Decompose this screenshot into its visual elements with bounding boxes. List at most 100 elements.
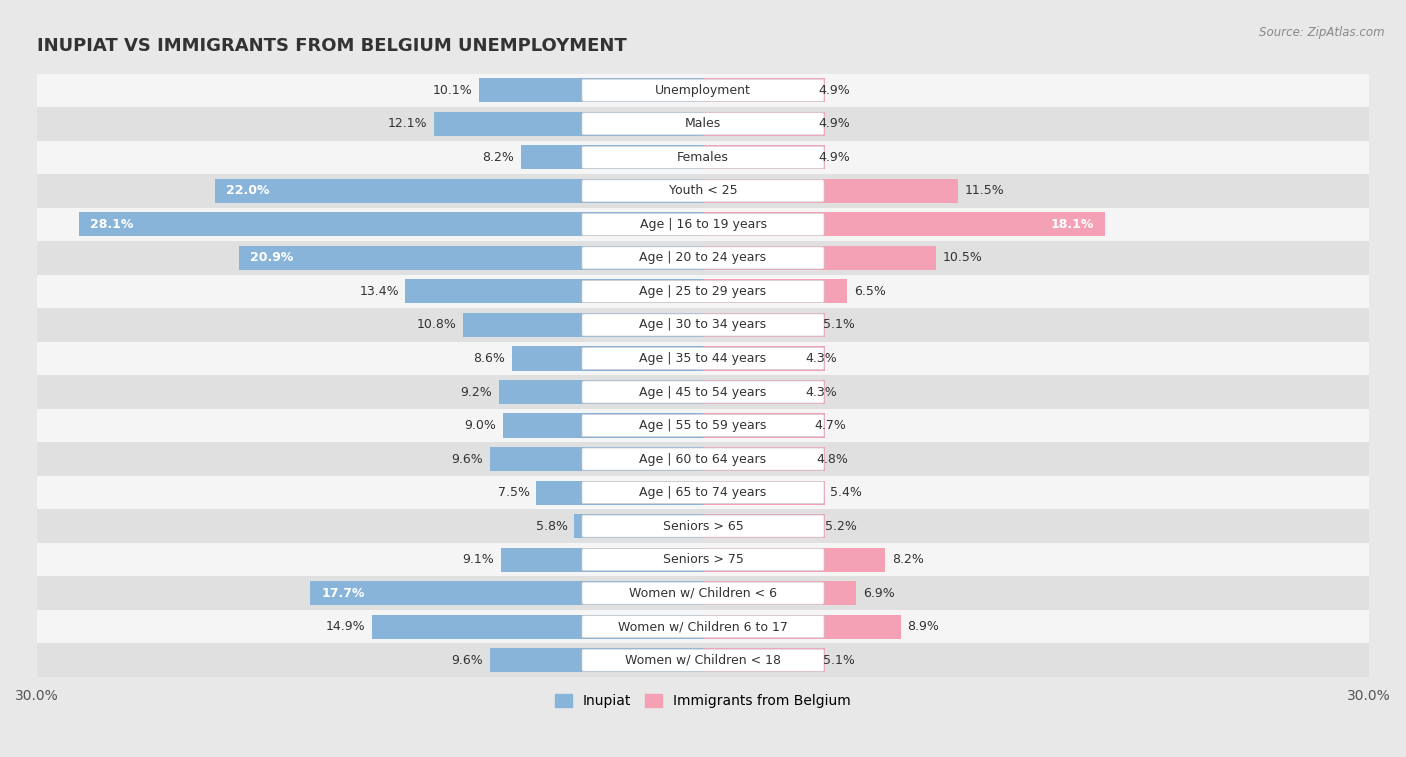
Bar <box>581 145 703 170</box>
Text: Age | 30 to 34 years: Age | 30 to 34 years <box>640 319 766 332</box>
Bar <box>37 409 1369 442</box>
Bar <box>512 347 581 370</box>
Text: Source: ZipAtlas.com: Source: ZipAtlas.com <box>1260 26 1385 39</box>
Text: 4.9%: 4.9% <box>818 151 851 164</box>
FancyBboxPatch shape <box>582 79 824 101</box>
FancyBboxPatch shape <box>582 179 824 202</box>
Bar <box>825 581 856 606</box>
Text: 10.5%: 10.5% <box>943 251 983 264</box>
Bar <box>703 78 825 102</box>
Text: 6.9%: 6.9% <box>863 587 894 600</box>
Text: Age | 65 to 74 years: Age | 65 to 74 years <box>640 486 766 499</box>
Bar <box>503 413 581 438</box>
FancyBboxPatch shape <box>582 615 824 637</box>
Text: Females: Females <box>678 151 728 164</box>
Bar <box>581 547 703 572</box>
Bar <box>37 442 1369 476</box>
Text: 5.4%: 5.4% <box>830 486 862 499</box>
Bar <box>581 313 703 337</box>
Bar <box>373 615 581 639</box>
FancyBboxPatch shape <box>582 582 824 604</box>
FancyBboxPatch shape <box>582 448 824 470</box>
Bar <box>537 481 581 505</box>
Text: Age | 55 to 59 years: Age | 55 to 59 years <box>640 419 766 432</box>
Bar <box>703 380 825 404</box>
Text: 9.0%: 9.0% <box>464 419 496 432</box>
Bar <box>37 509 1369 543</box>
Text: 14.9%: 14.9% <box>326 620 366 633</box>
Bar <box>499 380 581 404</box>
Text: 9.1%: 9.1% <box>463 553 495 566</box>
Text: Males: Males <box>685 117 721 130</box>
Bar <box>825 212 1105 236</box>
FancyBboxPatch shape <box>582 314 824 336</box>
Bar <box>581 648 703 672</box>
Legend: Inupiat, Immigrants from Belgium: Inupiat, Immigrants from Belgium <box>550 689 856 714</box>
Text: Women w/ Children 6 to 17: Women w/ Children 6 to 17 <box>619 620 787 633</box>
Bar <box>703 514 825 538</box>
Bar <box>37 341 1369 375</box>
Bar <box>434 112 581 136</box>
Text: 20.9%: 20.9% <box>250 251 294 264</box>
Text: 9.2%: 9.2% <box>460 385 492 398</box>
Bar <box>581 179 703 203</box>
Text: INUPIAT VS IMMIGRANTS FROM BELGIUM UNEMPLOYMENT: INUPIAT VS IMMIGRANTS FROM BELGIUM UNEMP… <box>37 37 627 55</box>
Text: Age | 20 to 24 years: Age | 20 to 24 years <box>640 251 766 264</box>
FancyBboxPatch shape <box>582 381 824 403</box>
Text: 10.1%: 10.1% <box>432 84 472 97</box>
Bar <box>581 413 703 438</box>
Bar <box>215 179 581 203</box>
Bar <box>478 78 581 102</box>
Bar <box>37 275 1369 308</box>
FancyBboxPatch shape <box>582 213 824 235</box>
FancyBboxPatch shape <box>582 113 824 135</box>
Text: 4.8%: 4.8% <box>817 453 848 466</box>
Bar <box>703 648 825 672</box>
Text: 4.3%: 4.3% <box>806 352 837 365</box>
Bar <box>703 547 825 572</box>
Text: 12.1%: 12.1% <box>388 117 427 130</box>
Bar <box>37 576 1369 610</box>
FancyBboxPatch shape <box>582 146 824 168</box>
Bar <box>574 514 581 538</box>
FancyBboxPatch shape <box>582 481 824 503</box>
Text: 4.7%: 4.7% <box>814 419 846 432</box>
Text: 7.5%: 7.5% <box>498 486 530 499</box>
Bar <box>703 581 825 606</box>
Bar <box>37 375 1369 409</box>
Bar <box>37 610 1369 643</box>
Bar <box>489 447 581 471</box>
Bar <box>825 615 901 639</box>
Text: 5.1%: 5.1% <box>823 319 855 332</box>
Bar <box>581 514 703 538</box>
Bar <box>489 648 581 672</box>
Text: 6.5%: 6.5% <box>853 285 886 298</box>
Bar <box>703 481 825 505</box>
Bar <box>37 308 1369 341</box>
Text: 17.7%: 17.7% <box>321 587 364 600</box>
Text: 9.6%: 9.6% <box>451 453 484 466</box>
FancyBboxPatch shape <box>582 247 824 269</box>
Bar <box>703 246 825 270</box>
Text: Youth < 25: Youth < 25 <box>669 185 737 198</box>
Bar <box>522 145 581 170</box>
Bar <box>581 78 703 102</box>
Bar <box>581 246 703 270</box>
Bar <box>581 347 703 370</box>
Bar <box>703 447 825 471</box>
Bar <box>581 380 703 404</box>
FancyBboxPatch shape <box>582 347 824 369</box>
Text: Seniors > 75: Seniors > 75 <box>662 553 744 566</box>
Text: 4.3%: 4.3% <box>806 385 837 398</box>
Bar <box>581 112 703 136</box>
Text: 4.9%: 4.9% <box>818 117 851 130</box>
Text: 18.1%: 18.1% <box>1050 218 1094 231</box>
Bar <box>37 107 1369 141</box>
Bar <box>405 279 581 304</box>
FancyBboxPatch shape <box>582 650 824 671</box>
Bar <box>703 279 825 304</box>
Text: Age | 60 to 64 years: Age | 60 to 64 years <box>640 453 766 466</box>
Text: 10.8%: 10.8% <box>416 319 457 332</box>
Bar <box>703 112 825 136</box>
Bar <box>239 246 581 270</box>
